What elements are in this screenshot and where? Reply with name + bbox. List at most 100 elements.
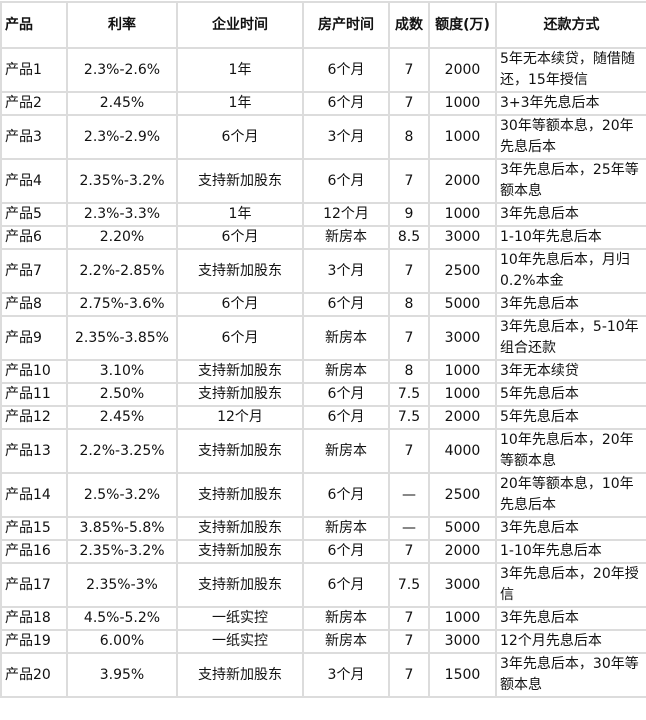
cell-rate: 6.00% xyxy=(66,629,178,654)
cell-company-time: 支持新加股东 xyxy=(176,539,304,564)
cell-company-time: 6个月 xyxy=(176,292,304,317)
header-company-time: 企业时间 xyxy=(176,1,304,49)
cell-ratio: 8.5 xyxy=(388,225,430,250)
loan-products-table: 产品 利率 企业时间 房产时间 成数 额度(万) 还款方式 产品1 2.3%-2.… xyxy=(0,1,646,698)
cell-amount: 4000 xyxy=(428,428,497,474)
cell-amount: 1000 xyxy=(428,606,497,631)
cell-repayment: 3年先息后本，30年等额本息 xyxy=(495,652,646,698)
cell-product: 产品4 xyxy=(0,158,68,204)
cell-amount: 1000 xyxy=(428,382,497,407)
cell-amount: 3000 xyxy=(428,629,497,654)
cell-repayment: 1-10年先息后本 xyxy=(495,225,646,250)
cell-rate: 3.10% xyxy=(66,359,178,384)
cell-ratio: 7 xyxy=(388,158,430,204)
cell-property-time: 6个月 xyxy=(302,158,390,204)
table-row: 产品11 2.50% 支持新加股东 6个月 7.5 1000 5年先息后本 xyxy=(0,382,646,407)
cell-rate: 3.85%-5.8% xyxy=(66,516,178,541)
cell-product: 产品12 xyxy=(0,405,68,430)
cell-property-time: 新房本 xyxy=(302,225,390,250)
cell-ratio: 8 xyxy=(388,114,430,160)
table-row: 产品15 3.85%-5.8% 支持新加股东 新房本 —5000 3年先息后本 xyxy=(0,516,646,541)
cell-rate: 2.3%-2.6% xyxy=(66,47,178,93)
cell-ratio: 7 xyxy=(388,606,430,631)
cell-rate: 2.35%-3.2% xyxy=(66,539,178,564)
table-row: 产品7 2.2%-2.85% 支持新加股东 3个月 7 2500 10年先息后本，月归0.2… xyxy=(0,248,646,294)
cell-ratio: 7 xyxy=(388,629,430,654)
header-rate: 利率 xyxy=(66,1,178,49)
header-product: 产品 xyxy=(0,1,68,49)
cell-ratio: 8 xyxy=(388,359,430,384)
cell-amount: 1000 xyxy=(428,202,497,227)
table-row: 产品17 2.35%-3% 支持新加股东 6个月 7.5 3000 3年先息后本，20年授信 xyxy=(0,562,646,608)
cell-ratio: 7 xyxy=(388,652,430,698)
table-row: 产品18 4.5%-5.2% 一纸实控 新房本 7 1000 3年先息后本 xyxy=(0,606,646,631)
cell-amount: 3000 xyxy=(428,562,497,608)
cell-property-time: 新房本 xyxy=(302,629,390,654)
table-row: 产品2 2.45% 1年 6个月 7 1000 3+3年先息后本 xyxy=(0,91,646,116)
cell-repayment: 3年先息后本 xyxy=(495,202,646,227)
table-row: 产品4 2.35%-3.2% 支持新加股东 6个月 7 2000 3年先息后本，25年等额本… xyxy=(0,158,646,204)
cell-repayment: 3年先息后本 xyxy=(495,606,646,631)
header-property-time: 房产时间 xyxy=(302,1,390,49)
cell-repayment: 12个月先息后本 xyxy=(495,629,646,654)
table-row: 产品14 2.5%-3.2% 支持新加股东 6个月 —2500 20年等额本息，10年先息… xyxy=(0,472,646,518)
cell-ratio: 9 xyxy=(388,202,430,227)
cell-repayment: 30年等额本息，20年先息后本 xyxy=(495,114,646,160)
cell-property-time: 12个月 xyxy=(302,202,390,227)
cell-amount: 2000 xyxy=(428,405,497,430)
table-row: 产品16 2.35%-3.2% 支持新加股东 6个月 7 2000 1-10年先息后本 xyxy=(0,539,646,564)
table-row: 产品20 3.95% 支持新加股东 3个月 7 1500 3年先息后本，30年等额本息 xyxy=(0,652,646,698)
cell-rate: 3.95% xyxy=(66,652,178,698)
table-row: 产品5 2.3%-3.3% 1年 12个月 9 1000 3年先息后本 xyxy=(0,202,646,227)
cell-amount: 1500 xyxy=(428,652,497,698)
cell-property-time: 6个月 xyxy=(302,562,390,608)
cell-ratio: 7 xyxy=(388,315,430,361)
table-row: 产品3 2.3%-2.9% 6个月 3个月 8 1000 30年等额本息，20年先息后本 xyxy=(0,114,646,160)
cell-repayment: 10年先息后本，月归0.2%本金 xyxy=(495,248,646,294)
cell-product: 产品5 xyxy=(0,202,68,227)
cell-ratio: 7 xyxy=(388,248,430,294)
cell-amount: 5000 xyxy=(428,516,497,541)
cell-repayment: 20年等额本息，10年先息后本 xyxy=(495,472,646,518)
cell-product: 产品2 xyxy=(0,91,68,116)
cell-ratio: 7.5 xyxy=(388,382,430,407)
cell-rate: 2.45% xyxy=(66,91,178,116)
cell-product: 产品9 xyxy=(0,315,68,361)
cell-product: 产品1 xyxy=(0,47,68,93)
header-ratio: 成数 xyxy=(388,1,430,49)
cell-company-time: 1年 xyxy=(176,202,304,227)
cell-company-time: 支持新加股东 xyxy=(176,472,304,518)
cell-rate: 2.3%-2.9% xyxy=(66,114,178,160)
cell-rate: 2.2%-3.25% xyxy=(66,428,178,474)
cell-rate: 2.2%-2.85% xyxy=(66,248,178,294)
cell-rate: 4.5%-5.2% xyxy=(66,606,178,631)
cell-company-time: 6个月 xyxy=(176,114,304,160)
cell-repayment: 3年先息后本，25年等额本息 xyxy=(495,158,646,204)
cell-amount: 2000 xyxy=(428,158,497,204)
table-row: 产品13 2.2%-3.25% 支持新加股东 新房本 7 4000 10年先息后本，20年等… xyxy=(0,428,646,474)
cell-amount: 2500 xyxy=(428,472,497,518)
cell-company-time: 支持新加股东 xyxy=(176,382,304,407)
table-row: 产品6 2.20% 6个月 新房本 8.5 3000 1-10年先息后本 xyxy=(0,225,646,250)
cell-repayment: 3年无本续贷 xyxy=(495,359,646,384)
cell-repayment: 5年先息后本 xyxy=(495,405,646,430)
cell-repayment: 3年先息后本 xyxy=(495,292,646,317)
cell-company-time: 12个月 xyxy=(176,405,304,430)
cell-product: 产品19 xyxy=(0,629,68,654)
cell-amount: 3000 xyxy=(428,225,497,250)
cell-company-time: 支持新加股东 xyxy=(176,158,304,204)
table-row: 产品10 3.10% 支持新加股东 新房本 8 1000 3年无本续贷 xyxy=(0,359,646,384)
cell-company-time: 6个月 xyxy=(176,225,304,250)
cell-product: 产品7 xyxy=(0,248,68,294)
cell-ratio: — xyxy=(388,472,430,518)
cell-rate: 2.35%-3.2% xyxy=(66,158,178,204)
cell-rate: 2.35%-3% xyxy=(66,562,178,608)
table-row: 产品19 6.00% 一纸实控 新房本 7 3000 12个月先息后本 xyxy=(0,629,646,654)
cell-amount: 1000 xyxy=(428,359,497,384)
cell-property-time: 6个月 xyxy=(302,472,390,518)
cell-ratio: 7 xyxy=(388,428,430,474)
cell-company-time: 支持新加股东 xyxy=(176,428,304,474)
cell-property-time: 3个月 xyxy=(302,652,390,698)
cell-product: 产品10 xyxy=(0,359,68,384)
cell-rate: 2.50% xyxy=(66,382,178,407)
